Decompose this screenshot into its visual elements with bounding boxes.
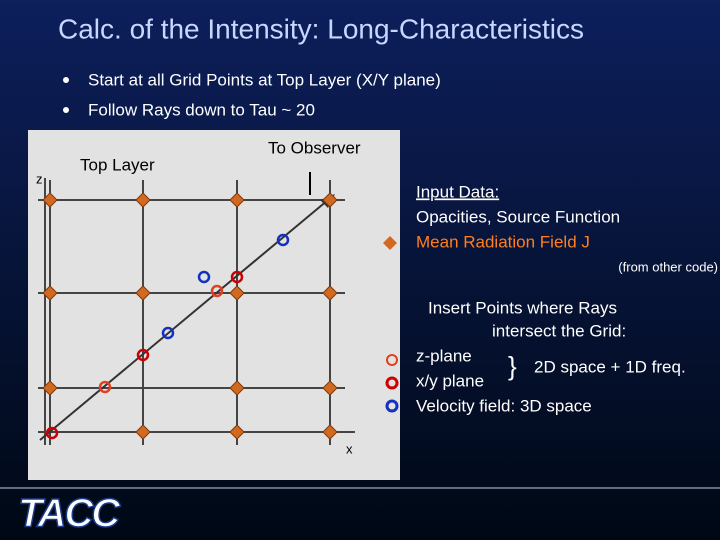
brace: } bbox=[508, 351, 517, 381]
legend-diamond bbox=[383, 236, 397, 250]
label: Top Layer bbox=[80, 155, 155, 174]
logo: TACC bbox=[18, 492, 121, 536]
legend-circle bbox=[385, 399, 399, 413]
input-heading: Input Data: bbox=[416, 182, 499, 201]
ray bbox=[39, 199, 329, 441]
bullet: Follow Rays down to Tau ~ 20 bbox=[88, 100, 315, 119]
diagram-panel bbox=[28, 130, 400, 480]
input-note: (from other code) bbox=[618, 259, 718, 274]
insert-item: z-plane bbox=[416, 346, 472, 365]
bullet-dot bbox=[63, 107, 69, 113]
title: Calc. of the Intensity: Long-Characteris… bbox=[58, 13, 584, 44]
input-line: Opacities, Source Function bbox=[416, 207, 620, 226]
insert-item: 2D space + 1D freq. bbox=[534, 357, 686, 376]
input-line: Mean Radiation Field J bbox=[416, 232, 590, 251]
legend-circle bbox=[385, 376, 399, 390]
grid bbox=[38, 180, 355, 445]
insert-heading: intersect the Grid: bbox=[492, 321, 626, 340]
intersection-points bbox=[45, 233, 290, 440]
grid-points bbox=[42, 192, 338, 440]
insert-item: Velocity field: 3D space bbox=[416, 396, 592, 415]
diagram: Top Layer To Observer z x bbox=[28, 130, 400, 480]
label: To Observer bbox=[268, 138, 361, 157]
axis-label: z bbox=[36, 171, 43, 186]
bullet-dot bbox=[63, 77, 69, 83]
bullet: Start at all Grid Points at Top Layer (X… bbox=[88, 70, 441, 89]
axis-label: x bbox=[346, 441, 353, 456]
insert-heading: Insert Points where Rays bbox=[428, 298, 617, 317]
legend-circle bbox=[386, 354, 398, 366]
insert-item: x/y plane bbox=[416, 371, 484, 390]
